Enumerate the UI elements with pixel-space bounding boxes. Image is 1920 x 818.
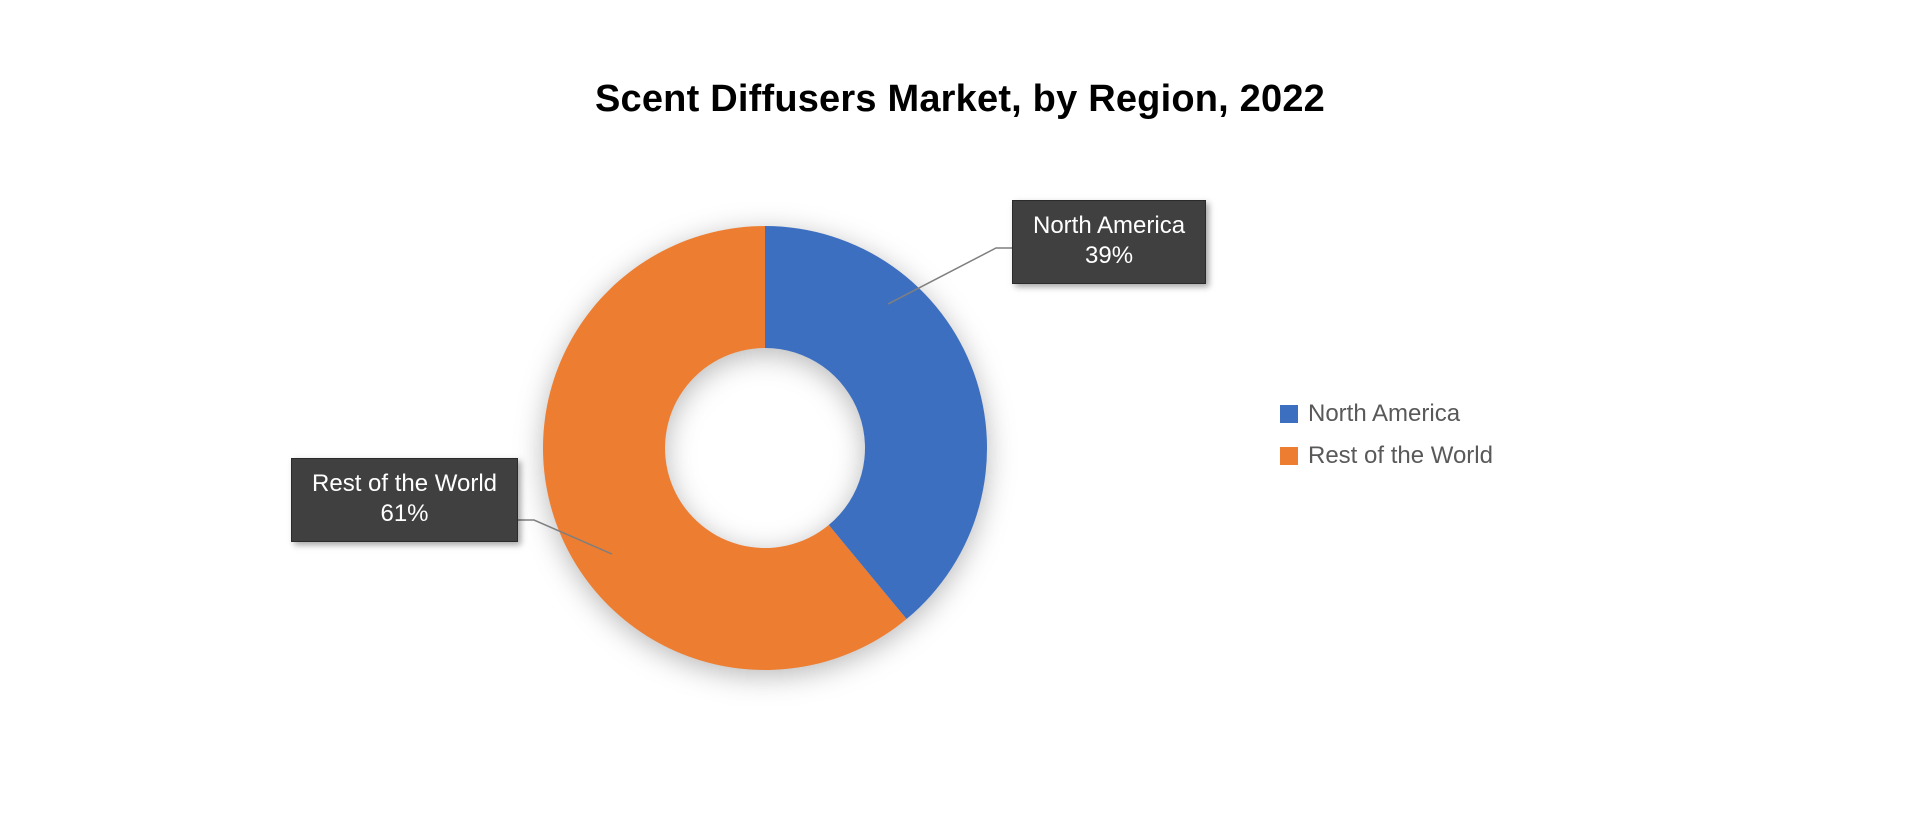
legend-item-north-america: North America	[1280, 400, 1493, 428]
leader-rest-of-world	[518, 520, 612, 554]
legend-swatch-row	[1280, 447, 1298, 465]
legend: North America Rest of the World	[1280, 400, 1493, 484]
callout-rest-of-world: Rest of the World 61%	[291, 458, 518, 542]
callout-na-label: North America	[1033, 211, 1185, 241]
callout-row-value: 61%	[312, 499, 497, 529]
callout-row-label: Rest of the World	[312, 469, 497, 499]
leader-north-america	[888, 248, 1012, 304]
legend-label-na: North America	[1308, 400, 1460, 428]
legend-swatch-na	[1280, 405, 1298, 423]
legend-label-row: Rest of the World	[1308, 442, 1493, 470]
leader-lines	[0, 0, 1920, 818]
callout-north-america: North America 39%	[1012, 200, 1206, 284]
legend-item-rest-of-world: Rest of the World	[1280, 442, 1493, 470]
callout-na-value: 39%	[1033, 241, 1185, 271]
